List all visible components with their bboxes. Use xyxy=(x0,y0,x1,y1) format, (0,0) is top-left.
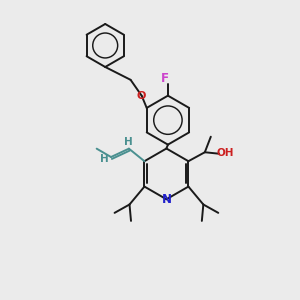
Text: F: F xyxy=(161,71,169,85)
Text: N: N xyxy=(161,193,171,206)
Text: O: O xyxy=(137,91,146,101)
Text: H: H xyxy=(100,154,109,164)
Text: OH: OH xyxy=(217,148,235,158)
Text: H: H xyxy=(124,137,132,147)
